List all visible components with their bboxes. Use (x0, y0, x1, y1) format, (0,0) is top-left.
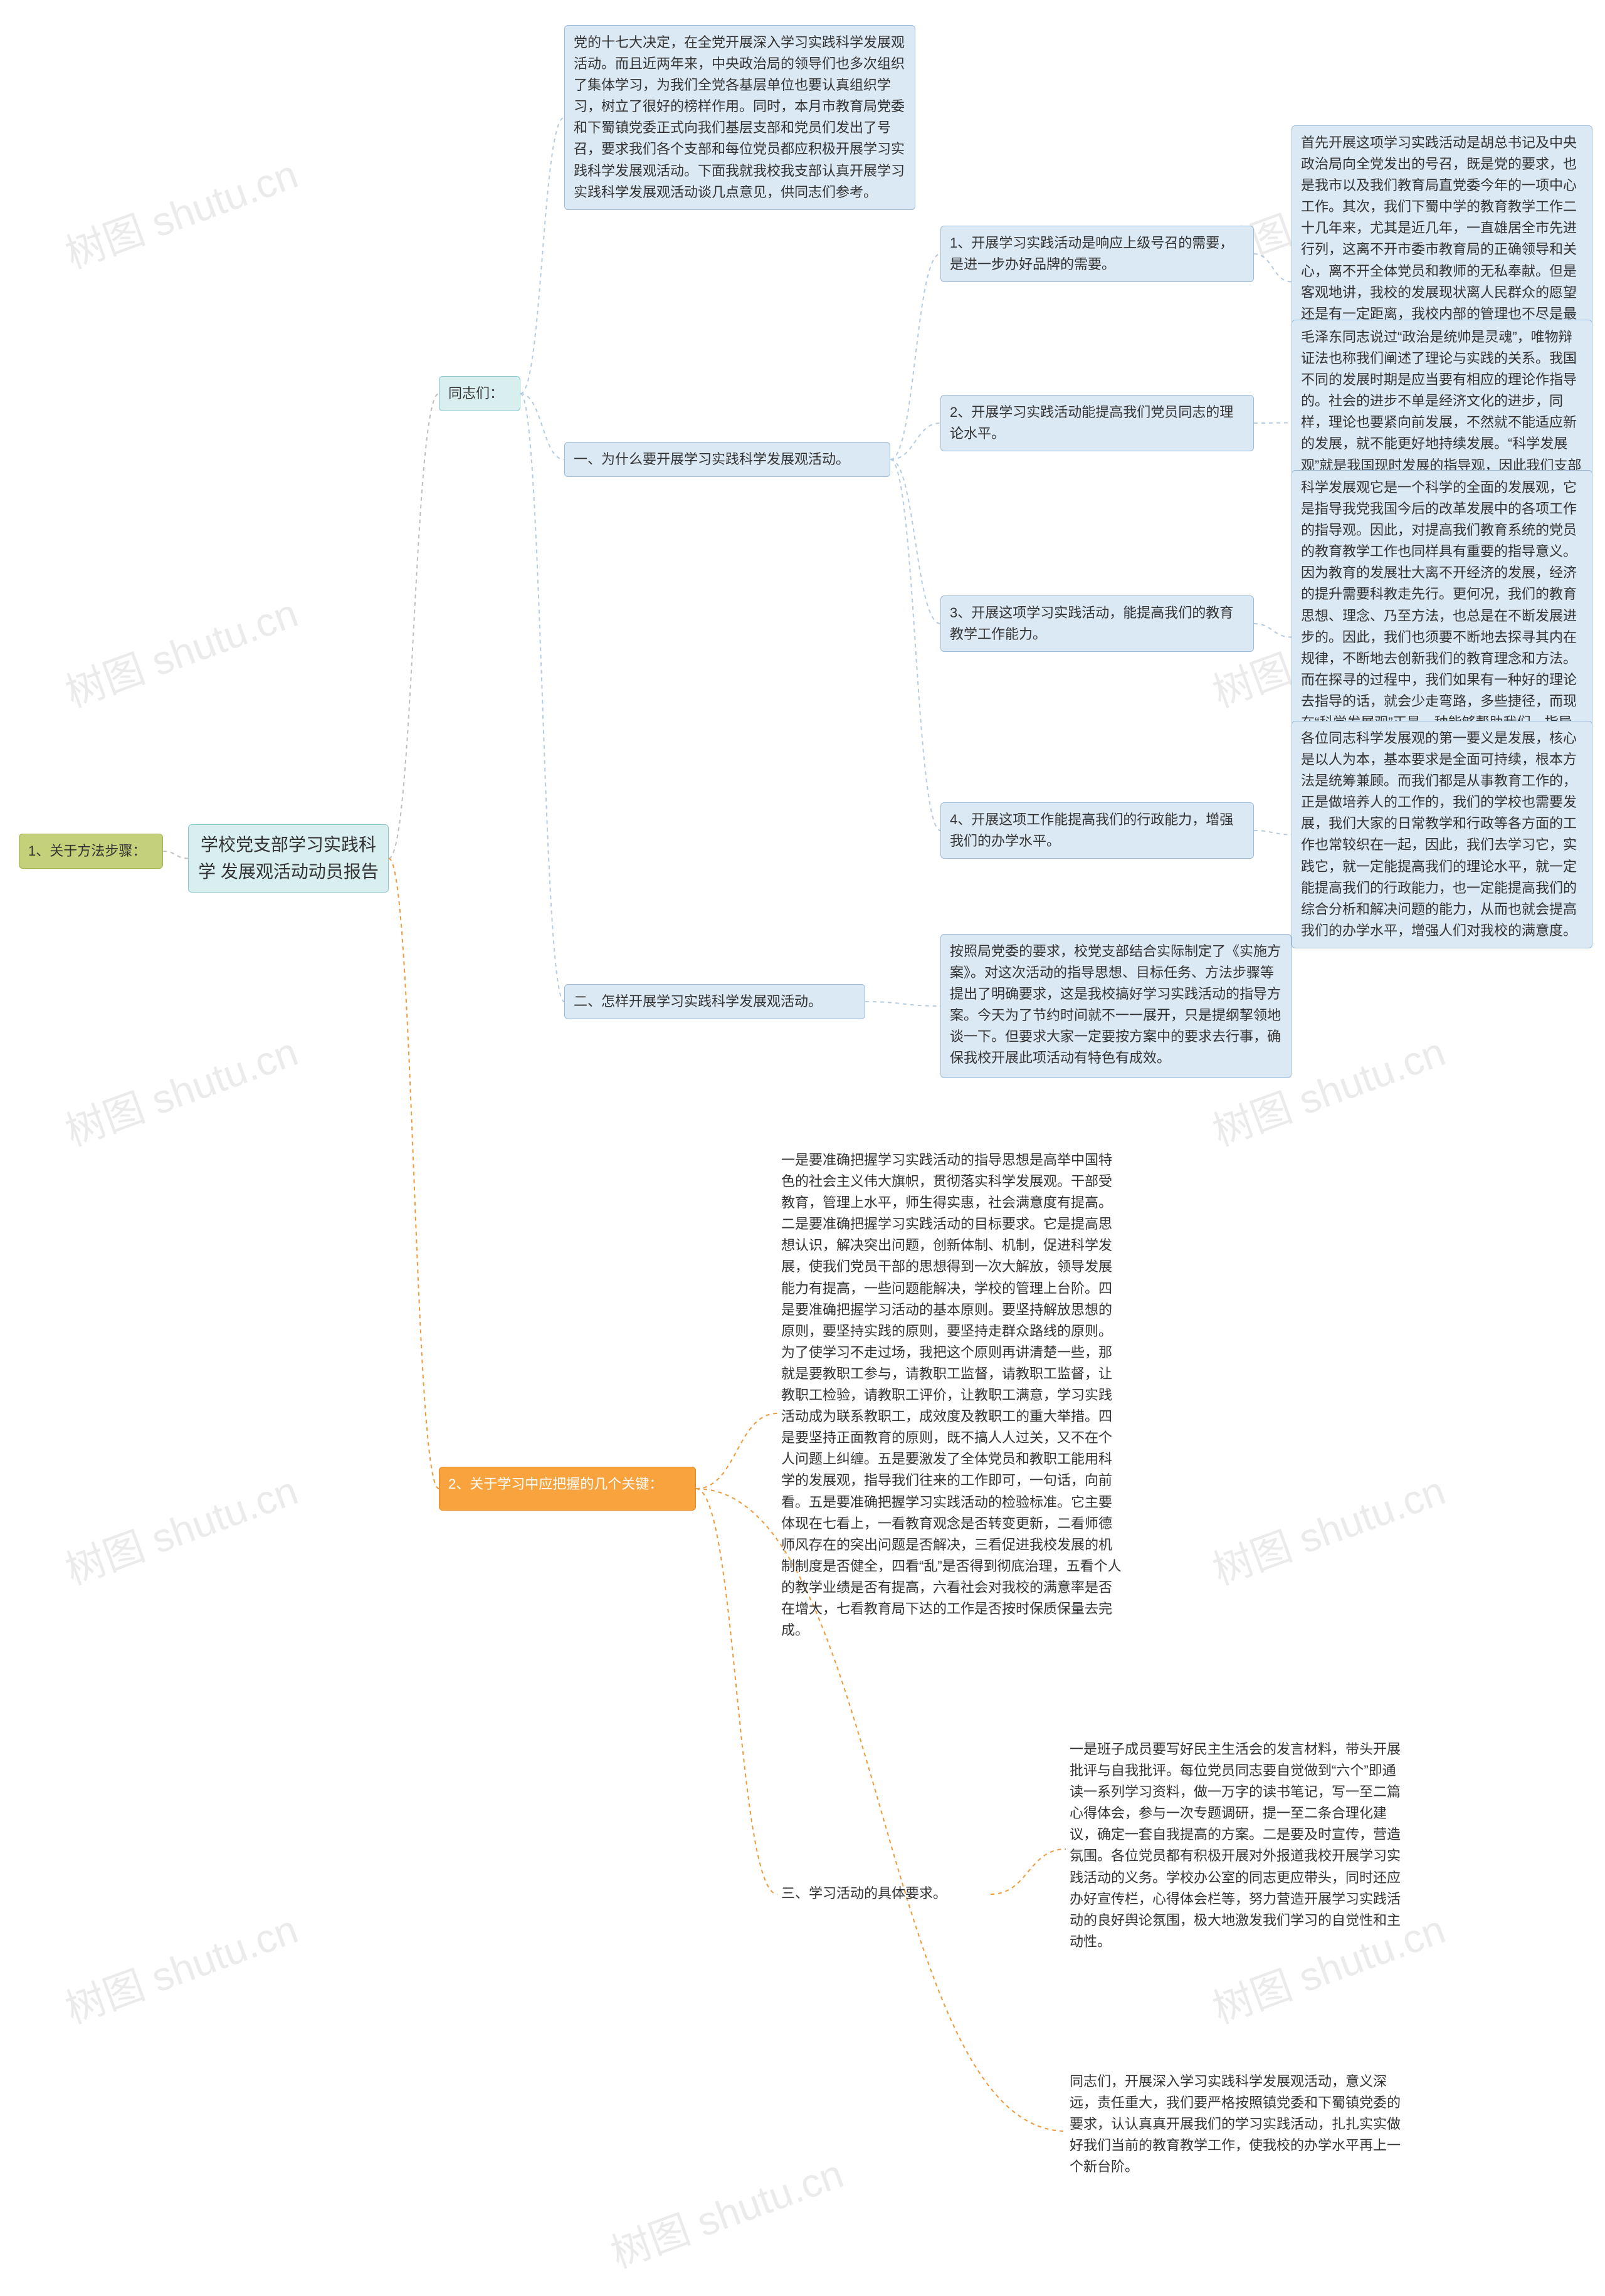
connector (520, 118, 564, 394)
connector (890, 254, 940, 459)
node-q1_4_label[interactable]: 4、开展这项工作能提高我们的行政能力，增强我们的办学水平。 (940, 802, 1254, 859)
watermark: 树图 shutu.cn (56, 1459, 305, 1596)
connector (389, 394, 439, 859)
node-q2_body[interactable]: 按照局党委的要求，校党支部结合实际制定了《实施方案》。对这次活动的指导思想、目标… (940, 934, 1292, 1078)
watermark: 树图 shutu.cn (56, 581, 305, 718)
node-comrades[interactable]: 同志们： (439, 376, 520, 411)
node-q1_4_body[interactable]: 各位同志科学发展观的第一要义是发展，核心是以人为本，基本要求是全面可持续，根本方… (1292, 721, 1592, 948)
connector (1254, 624, 1292, 637)
node-closing[interactable]: 同志们，开展深入学习实践科学发展观活动，意义深远，责任重大，我们要严格按照镇党委… (1066, 2068, 1404, 2194)
connector (1254, 423, 1292, 424)
connector (389, 859, 439, 1489)
node-keys_body[interactable]: 一是要准确把握学习实践活动的指导思想是高举中国特色的社会主义伟大旗帜，贯彻落实科… (777, 1147, 1129, 1680)
connector (865, 1002, 940, 1006)
connector (520, 394, 564, 1002)
connector (890, 459, 940, 831)
connector (890, 459, 940, 624)
connector (890, 423, 940, 459)
connector (1254, 831, 1292, 835)
connector (520, 394, 564, 459)
node-keys[interactable]: 2、关于学习中应把握的几个关键： (439, 1467, 696, 1511)
mindmap-canvas: 树图 shutu.cn 树图 shutu.cn 树图 shutu.cn 树图 shut… (0, 0, 1605, 2296)
connector (696, 1489, 777, 1894)
connector (696, 1413, 777, 1489)
node-left1[interactable]: 1、关于方法步骤： (19, 834, 163, 869)
node-q1[interactable]: 一、为什么要开展学习实践科学发展观活动。 (564, 442, 890, 477)
node-q2[interactable]: 二、怎样开展学习实践科学发展观活动。 (564, 984, 865, 1019)
watermark: 树图 shutu.cn (602, 2142, 850, 2279)
connector (991, 1849, 1066, 1894)
connector (163, 851, 188, 859)
watermark: 树图 shutu.cn (56, 1897, 305, 2035)
connector (1254, 254, 1292, 282)
watermark: 树图 shutu.cn (1204, 1459, 1452, 1596)
node-q3_body[interactable]: 一是班子成员要写好民主生活会的发言材料，带头开展批评与自我批评。每位党员同志要自… (1066, 1736, 1404, 1962)
watermark: 树图 shutu.cn (56, 1020, 305, 1157)
node-q3[interactable]: 三、学习活动的具体要求。 (777, 1880, 991, 1908)
node-q1_2_label[interactable]: 2、开展学习实践活动能提高我们党员同志的理论水平。 (940, 395, 1254, 451)
node-root[interactable]: 学校党支部学习实践科学 发展观活动动员报告 (188, 824, 389, 893)
watermark: 树图 shutu.cn (56, 142, 305, 280)
node-q1_1_label[interactable]: 1、开展学习实践活动是响应上级号召的需要，是进一步办好品牌的需要。 (940, 226, 1254, 282)
node-intro[interactable]: 党的十七大决定，在全党开展深入学习实践科学发展观活动。而且近两年来，中央政治局的… (564, 25, 915, 210)
node-q1_3_label[interactable]: 3、开展这项学习实践活动，能提高我们的教育教学工作能力。 (940, 595, 1254, 652)
